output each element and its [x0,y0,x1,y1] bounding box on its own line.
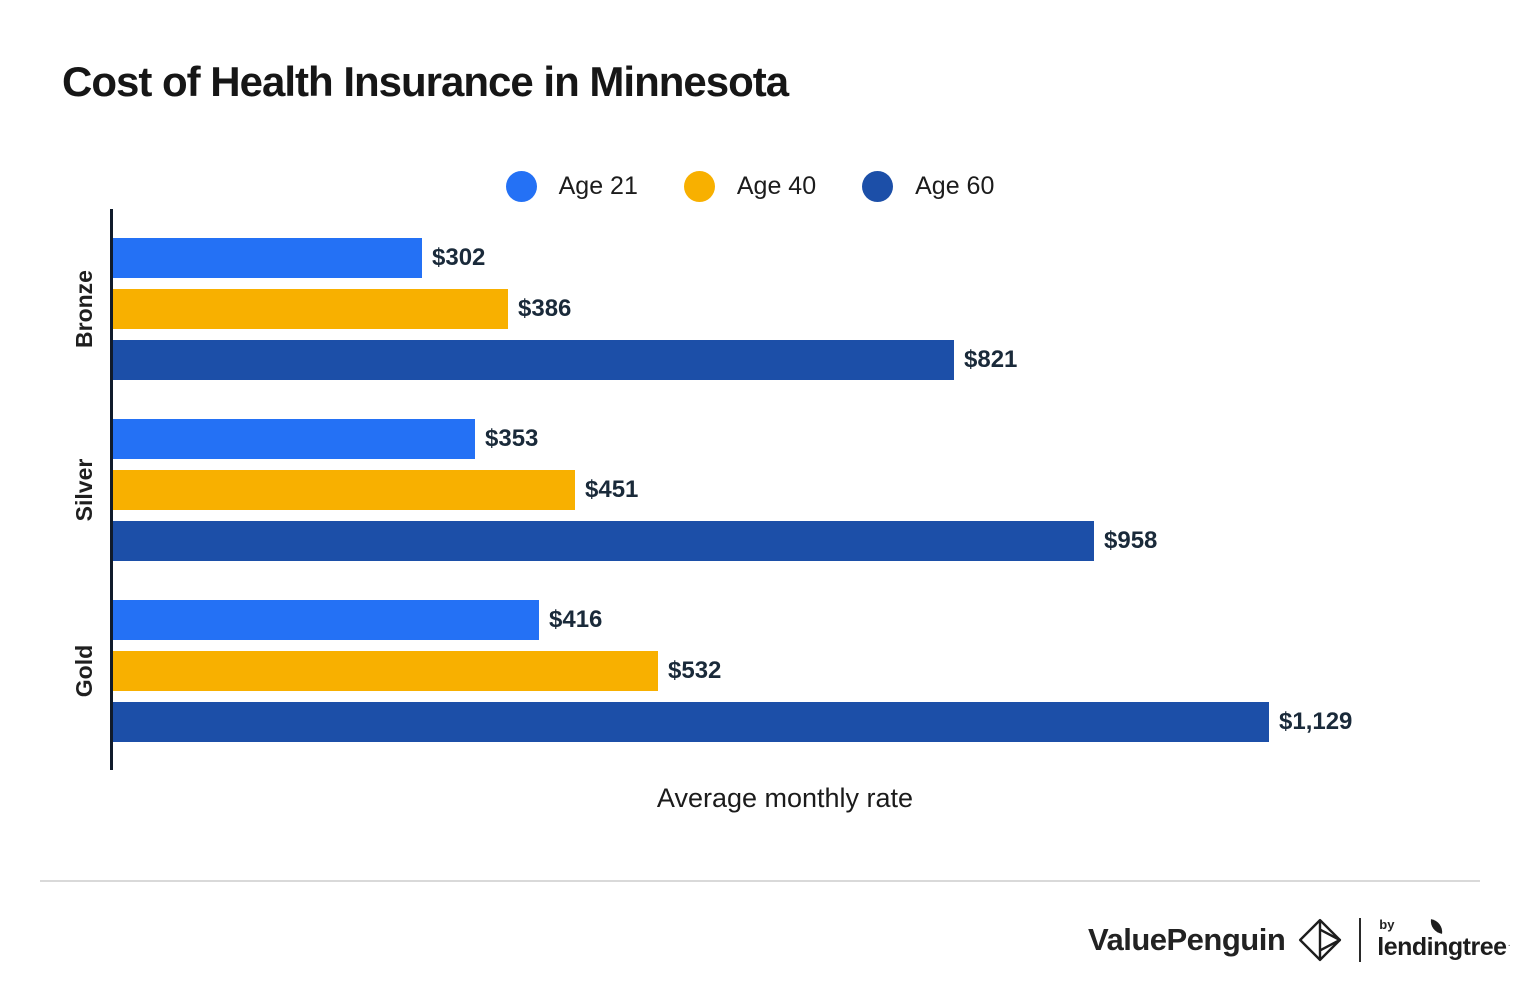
leaf-icon [1429,918,1445,934]
legend-swatch-icon [862,171,894,202]
footer-brand-lockup: ValuePenguin by lendingtree· [1088,914,1511,966]
bar-bronze-age-21 [113,238,422,278]
bar-gold-age-60 [113,702,1269,742]
bar-row: $958 [113,521,1157,561]
legend-swatch-icon [505,171,537,202]
legend-item-age-60: Age 60 [862,171,994,202]
by-label: by [1379,916,1395,932]
legend: Age 21 Age 40 Age 60 [0,171,1500,202]
bar-row: $386 [113,289,571,329]
bar-gold-age-21 [113,600,539,640]
legend-label: Age 21 [558,172,638,200]
bar-value-label: $302 [432,244,486,271]
trademark-dot: · [1507,940,1511,952]
bar-row: $451 [113,470,638,510]
category-label-bronze: Bronze [71,270,97,348]
bar-value-label: $1,129 [1279,708,1353,735]
category-label-silver: Silver [71,458,97,522]
lendingtree-logo: by lendingtree· [1377,916,1511,962]
bar-silver-age-21 [113,419,475,459]
bar-gold-age-40 [113,651,658,691]
x-axis-label: Average monthly rate [656,783,914,813]
bar-silver-age-40 [113,470,575,510]
bar-row: $302 [113,238,485,278]
bar-row: $353 [113,419,538,459]
legend-label: Age 40 [736,172,817,200]
bar-value-label: $416 [549,606,603,633]
legend-label: Age 60 [915,172,995,200]
legend-swatch-icon [683,171,715,202]
bar-value-label: $958 [1104,527,1158,554]
bar-bronze-age-40 [113,289,508,329]
bar-value-label: $821 [964,346,1018,373]
bar-row: $532 [113,651,721,691]
legend-item-age-21: Age 21 [505,171,638,202]
bar-value-label: $451 [585,476,639,503]
bar-row: $1,129 [113,702,1352,742]
valuepenguin-wordmark: ValuePenguin [1088,922,1286,957]
bar-silver-age-60 [113,521,1094,561]
chart-title: Cost of Health Insurance in Minnesota [62,58,789,105]
bar-bronze-age-60 [113,340,954,380]
bar-value-label: $386 [518,295,572,322]
footer-divider-line [40,880,1480,882]
bar-chart: Bronze $302 $386 $821 Silver $353 $451 $958 Gold… [71,209,1463,770]
bar-value-label: $532 [668,657,722,684]
bar-row: $821 [113,340,1017,380]
category-label-gold: Gold [71,644,97,698]
valuepenguin-origami-diamond-icon [1299,918,1342,962]
lendingtree-wordmark: lendingtree [1377,932,1507,961]
footer-vertical-separator [1359,918,1362,962]
legend-item-age-40: Age 40 [683,171,817,202]
bar-row: $416 [113,600,602,640]
bar-value-label: $353 [485,425,539,452]
